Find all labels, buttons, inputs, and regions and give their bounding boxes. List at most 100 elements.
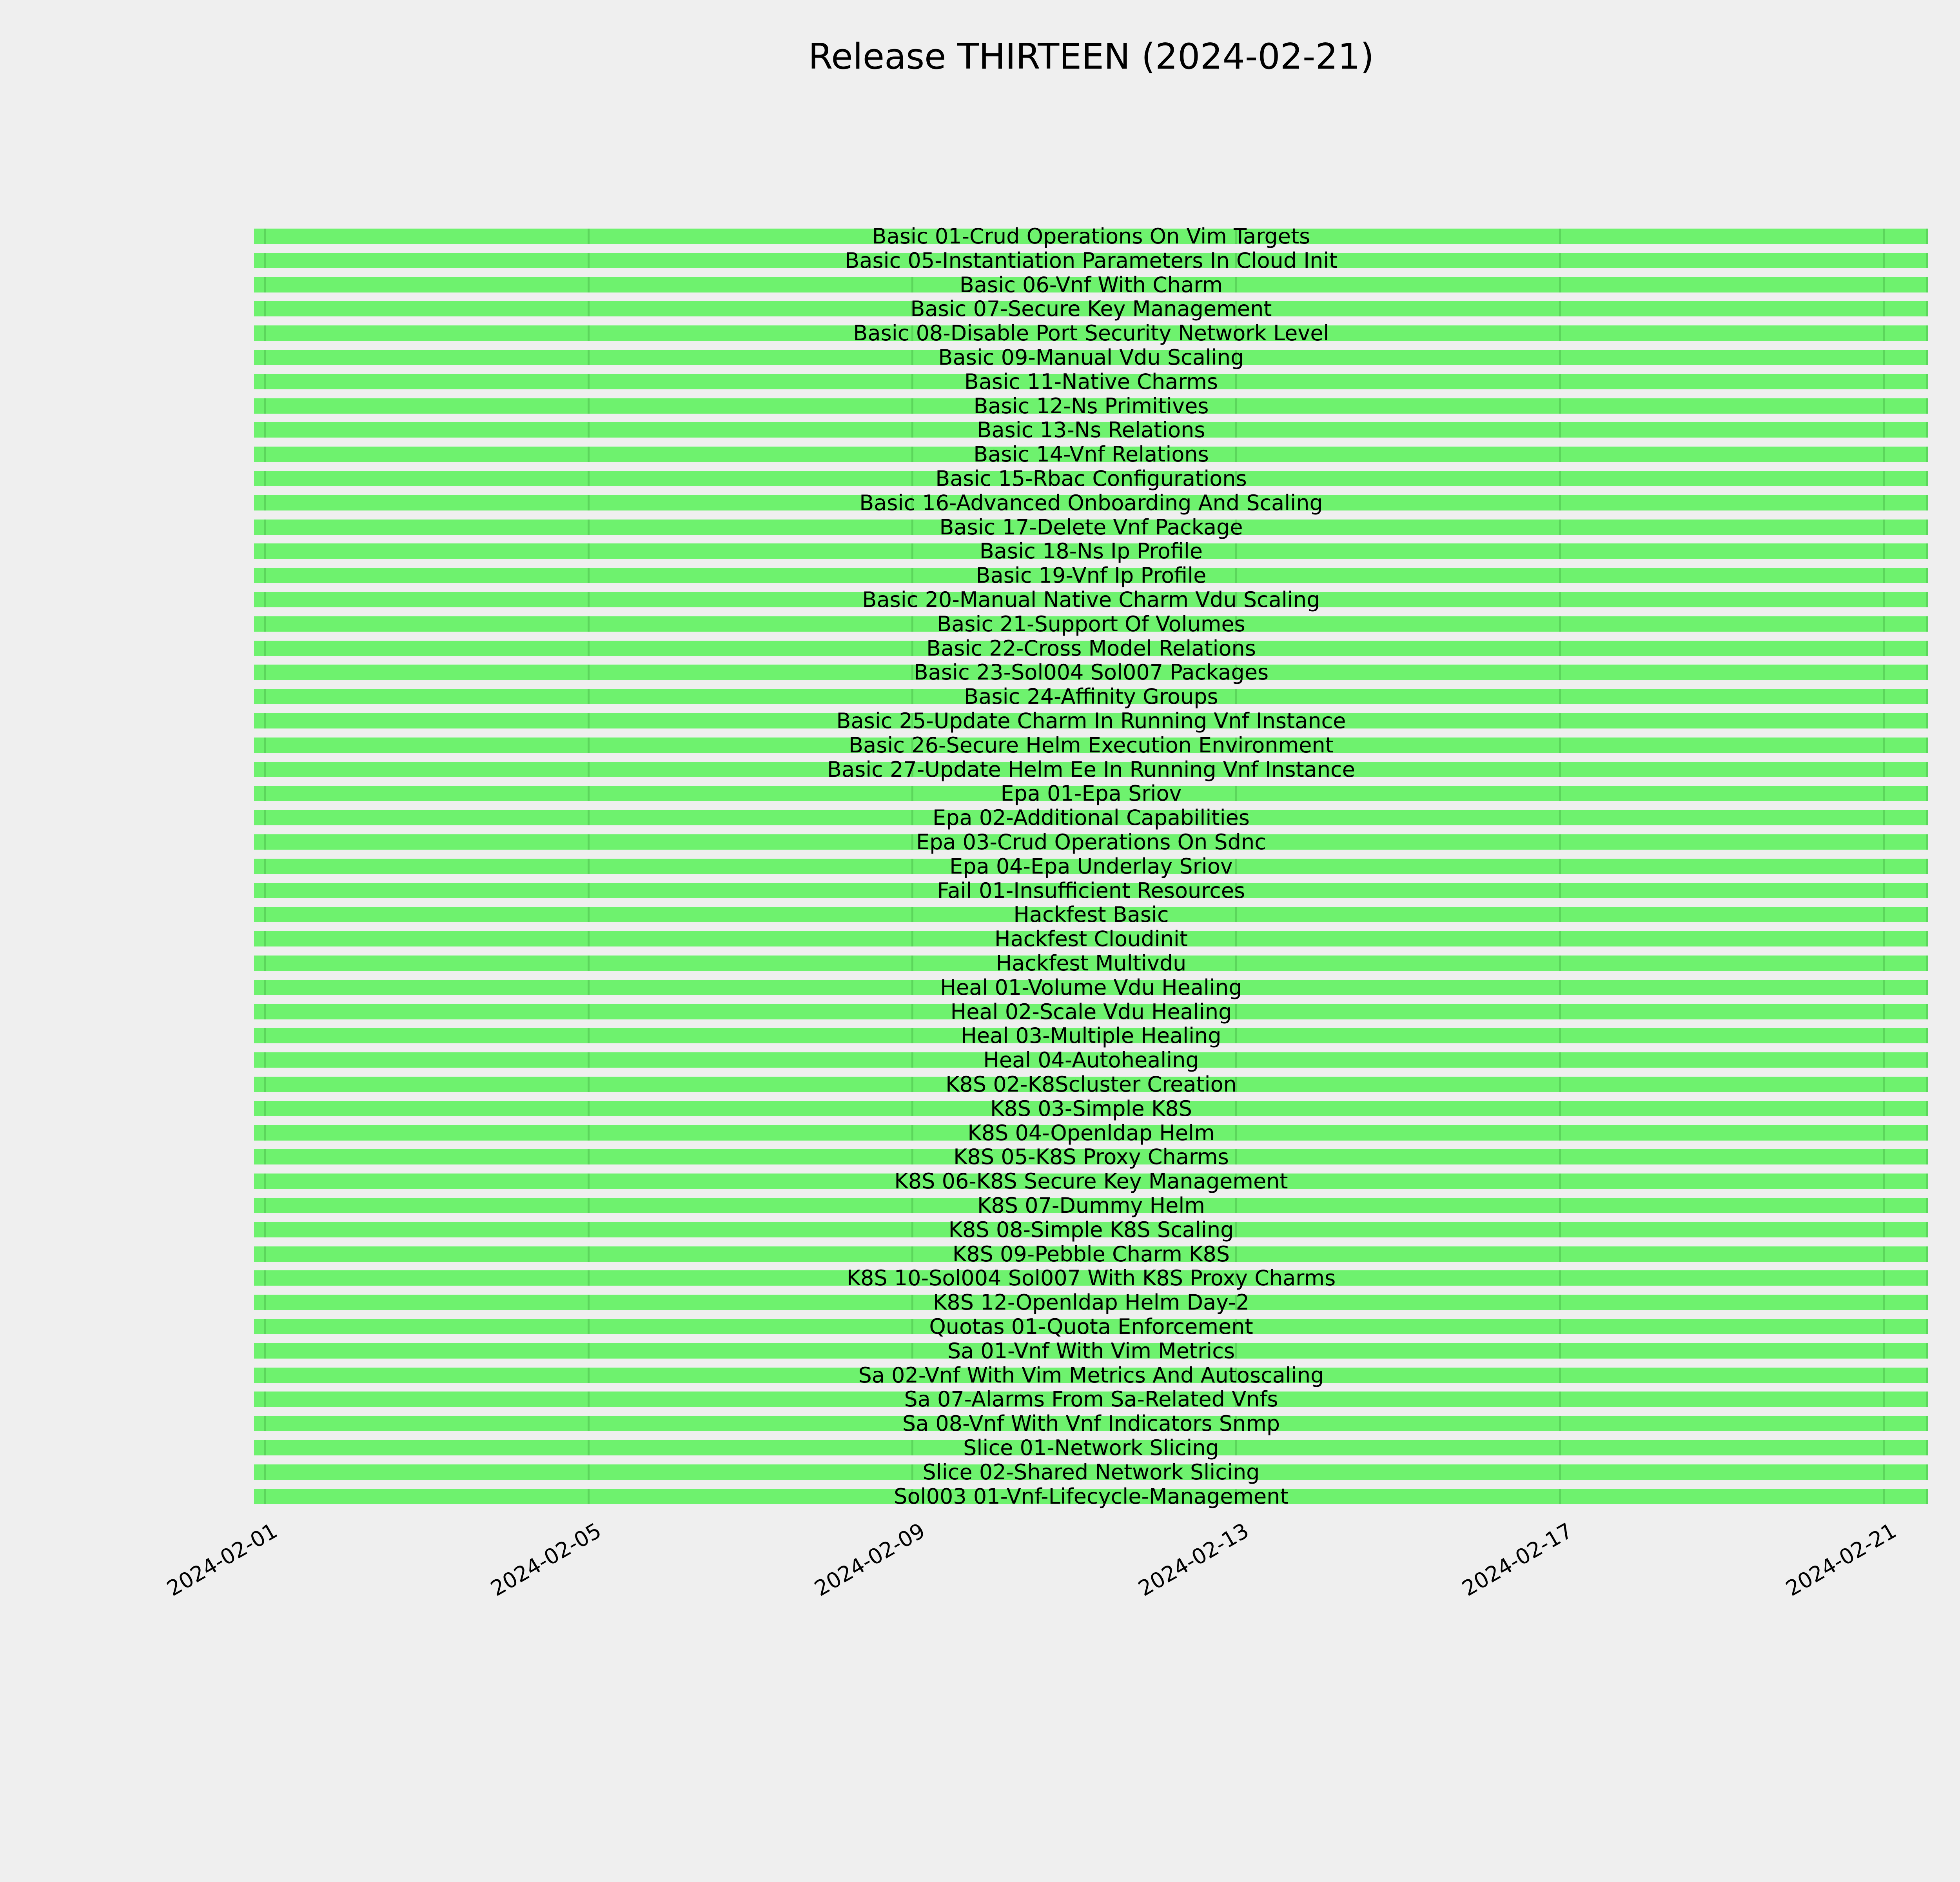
gridline bbox=[1235, 325, 1237, 341]
gridline bbox=[264, 689, 266, 704]
gantt-bar bbox=[254, 301, 1928, 316]
gridline bbox=[1883, 762, 1885, 777]
gantt-bar bbox=[254, 592, 1928, 607]
gantt-bar bbox=[254, 568, 1928, 583]
gridline bbox=[911, 398, 913, 414]
task-label: Hackfest Basic bbox=[1013, 902, 1169, 927]
gridline bbox=[1235, 1028, 1237, 1043]
gridline bbox=[588, 980, 590, 995]
gridline bbox=[911, 1295, 913, 1310]
gridline bbox=[1883, 1392, 1885, 1407]
task-label: Basic 27-Update Helm Ee In Running Vnf I… bbox=[827, 757, 1355, 782]
gridline bbox=[911, 1222, 913, 1237]
gridline bbox=[588, 1416, 590, 1431]
gridline bbox=[911, 738, 913, 753]
gridline bbox=[911, 568, 913, 583]
gridline bbox=[1883, 398, 1885, 414]
gridline bbox=[1883, 1028, 1885, 1043]
gridline bbox=[1235, 1198, 1237, 1213]
gridline bbox=[588, 1077, 590, 1092]
gantt-bar bbox=[254, 1440, 1928, 1455]
gantt-bar bbox=[254, 1464, 1928, 1480]
gantt-bar bbox=[254, 277, 1928, 292]
gridline bbox=[1883, 1270, 1885, 1286]
gridline bbox=[264, 1101, 266, 1116]
gridline bbox=[911, 641, 913, 656]
gantt-bar bbox=[254, 1052, 1928, 1068]
gantt-bar bbox=[254, 616, 1928, 632]
task-label: Basic 19-Vnf Ip Profile bbox=[976, 563, 1207, 588]
task-label: Hackfest Multivdu bbox=[996, 951, 1187, 976]
gridline bbox=[911, 1368, 913, 1383]
gridline bbox=[1559, 1440, 1561, 1455]
task-label: K8S 08-Simple K8S Scaling bbox=[948, 1217, 1234, 1242]
gridline bbox=[911, 762, 913, 777]
gridline bbox=[588, 325, 590, 341]
gantt-bar bbox=[254, 786, 1928, 801]
gridline bbox=[911, 1319, 913, 1334]
gridline bbox=[1235, 1149, 1237, 1164]
gridline bbox=[911, 956, 913, 971]
gridline bbox=[588, 1368, 590, 1383]
gridline bbox=[1235, 592, 1237, 607]
gridline bbox=[588, 447, 590, 462]
gridline bbox=[1883, 253, 1885, 268]
task-label: K8S 09-Pebble Charm K8S bbox=[952, 1242, 1230, 1266]
gridline bbox=[588, 253, 590, 268]
gridline bbox=[1883, 1101, 1885, 1116]
gridline bbox=[264, 1440, 266, 1455]
gantt-bar bbox=[254, 520, 1928, 535]
gridline bbox=[264, 543, 266, 559]
gridline bbox=[588, 762, 590, 777]
gridline bbox=[1235, 834, 1237, 850]
gridline bbox=[911, 810, 913, 825]
gridline bbox=[911, 592, 913, 607]
gridline bbox=[1559, 350, 1561, 365]
gridline bbox=[264, 1489, 266, 1504]
gridline bbox=[1883, 1222, 1885, 1237]
x-tick-label: 2024-02-13 bbox=[1134, 1518, 1253, 1601]
gridline bbox=[588, 883, 590, 898]
gridline bbox=[264, 1149, 266, 1164]
gridline bbox=[588, 1246, 590, 1262]
gantt-bar bbox=[254, 253, 1928, 268]
gridline bbox=[588, 1464, 590, 1480]
gridline bbox=[1559, 1295, 1561, 1310]
gantt-bar bbox=[254, 1101, 1928, 1116]
gridline bbox=[588, 859, 590, 874]
gantt-bar bbox=[254, 931, 1928, 946]
gridline bbox=[911, 520, 913, 535]
gantt-bar bbox=[254, 1416, 1928, 1431]
task-label: Epa 01-Epa Sriov bbox=[1000, 781, 1182, 806]
gridline bbox=[1235, 859, 1237, 874]
gridline bbox=[1235, 1295, 1237, 1310]
gridline bbox=[264, 1004, 266, 1019]
gridline bbox=[1559, 1125, 1561, 1141]
gantt-bar bbox=[254, 350, 1928, 365]
task-label: K8S 04-Openldap Helm bbox=[967, 1121, 1215, 1145]
gridline bbox=[264, 398, 266, 414]
task-label: Slice 01-Network Slicing bbox=[963, 1435, 1219, 1460]
gridline bbox=[264, 1319, 266, 1334]
gantt-bar bbox=[254, 374, 1928, 389]
gridline bbox=[911, 301, 913, 316]
gridline bbox=[588, 689, 590, 704]
gridline bbox=[588, 1440, 590, 1455]
gridline bbox=[264, 859, 266, 874]
gridline bbox=[1883, 786, 1885, 801]
task-label: Epa 03-Crud Operations On Sdnc bbox=[916, 830, 1266, 854]
gridline bbox=[264, 786, 266, 801]
gridline bbox=[264, 1368, 266, 1383]
gridline bbox=[911, 1077, 913, 1092]
gridline bbox=[1235, 1489, 1237, 1504]
gridline bbox=[1883, 1368, 1885, 1383]
gridline bbox=[1559, 1222, 1561, 1237]
gridline bbox=[588, 1149, 590, 1164]
gridline bbox=[588, 520, 590, 535]
gridline bbox=[264, 713, 266, 728]
gridline bbox=[1235, 665, 1237, 680]
gridline bbox=[1883, 1464, 1885, 1480]
gridline bbox=[1559, 1052, 1561, 1068]
gantt-bar bbox=[254, 713, 1928, 728]
gridline bbox=[1883, 883, 1885, 898]
